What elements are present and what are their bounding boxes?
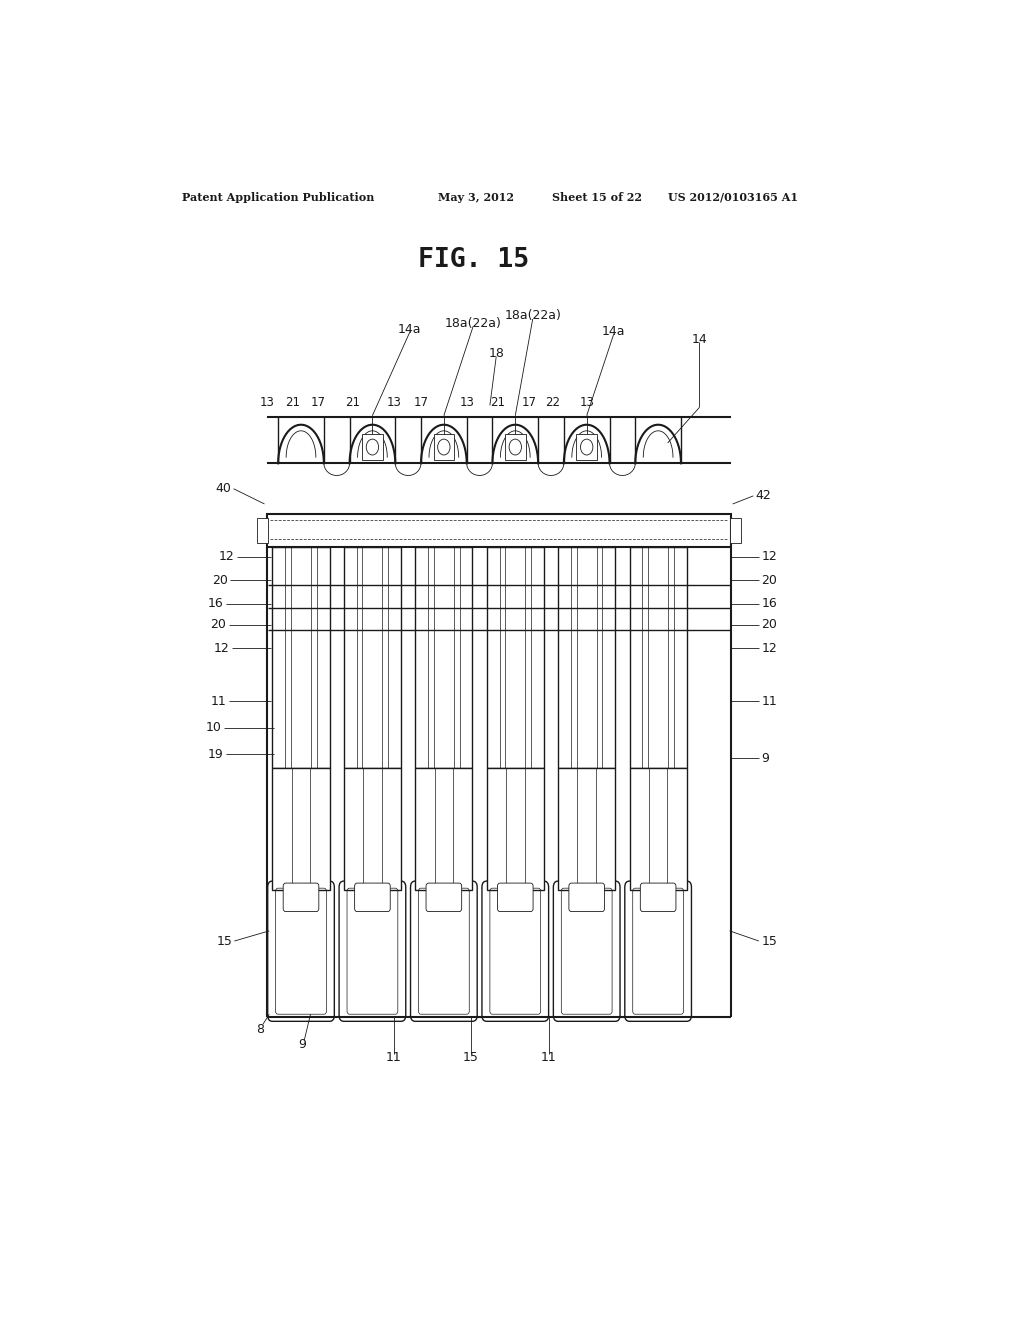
- Bar: [416, 546, 472, 768]
- Text: 15: 15: [463, 1052, 479, 1064]
- Text: 17: 17: [414, 396, 429, 409]
- Text: 20: 20: [212, 574, 228, 586]
- Text: 21: 21: [345, 396, 360, 409]
- Text: 10: 10: [206, 721, 221, 734]
- Text: 14a: 14a: [398, 322, 422, 335]
- Text: 11: 11: [761, 694, 777, 708]
- Text: 8: 8: [257, 1023, 264, 1036]
- Text: 16: 16: [208, 597, 223, 610]
- Text: 17: 17: [521, 396, 537, 409]
- Text: 11: 11: [211, 694, 226, 708]
- FancyBboxPatch shape: [284, 883, 318, 912]
- Bar: [433, 434, 455, 461]
- Text: 42: 42: [755, 490, 771, 503]
- Text: Patent Application Publication: Patent Application Publication: [182, 191, 375, 202]
- Text: 40: 40: [215, 482, 231, 495]
- Text: 13: 13: [386, 396, 401, 409]
- Text: 14: 14: [691, 333, 708, 346]
- Bar: [272, 768, 330, 890]
- Text: 14a: 14a: [602, 325, 626, 338]
- Text: 19: 19: [208, 747, 223, 760]
- Text: 13: 13: [580, 396, 594, 409]
- Text: 13: 13: [259, 396, 274, 409]
- FancyBboxPatch shape: [498, 883, 534, 912]
- Text: 21: 21: [286, 396, 301, 409]
- Bar: [486, 768, 544, 890]
- Text: May 3, 2012: May 3, 2012: [437, 191, 513, 202]
- Text: Sheet 15 of 22: Sheet 15 of 22: [552, 191, 642, 202]
- Text: 18a(22a): 18a(22a): [504, 309, 561, 322]
- FancyBboxPatch shape: [411, 880, 477, 1022]
- Text: 18a(22a): 18a(22a): [444, 317, 502, 330]
- Bar: [362, 434, 383, 461]
- FancyBboxPatch shape: [640, 883, 676, 912]
- Bar: [486, 546, 544, 768]
- Text: 17: 17: [311, 396, 326, 409]
- Text: 11: 11: [541, 1052, 556, 1064]
- Bar: [730, 519, 740, 543]
- Text: 12: 12: [218, 550, 234, 564]
- FancyBboxPatch shape: [482, 880, 549, 1022]
- Bar: [267, 513, 731, 546]
- Bar: [257, 519, 267, 543]
- Text: 15: 15: [761, 935, 777, 948]
- Bar: [344, 546, 401, 768]
- Bar: [505, 434, 525, 461]
- Bar: [630, 546, 687, 768]
- Text: 12: 12: [761, 642, 777, 655]
- Text: 12: 12: [761, 550, 777, 564]
- Text: 20: 20: [211, 619, 226, 631]
- FancyBboxPatch shape: [569, 883, 604, 912]
- FancyBboxPatch shape: [553, 880, 620, 1022]
- Text: 9: 9: [299, 1039, 306, 1051]
- Bar: [416, 768, 472, 890]
- Bar: [558, 768, 615, 890]
- Text: 20: 20: [761, 574, 777, 586]
- Text: 20: 20: [761, 619, 777, 631]
- Bar: [630, 768, 687, 890]
- Text: FIG. 15: FIG. 15: [418, 247, 528, 273]
- FancyBboxPatch shape: [354, 883, 390, 912]
- Text: 15: 15: [217, 935, 232, 948]
- FancyBboxPatch shape: [625, 880, 691, 1022]
- FancyBboxPatch shape: [267, 880, 334, 1022]
- FancyBboxPatch shape: [339, 880, 406, 1022]
- Text: 16: 16: [761, 597, 777, 610]
- Text: 21: 21: [490, 396, 505, 409]
- Bar: [577, 434, 597, 461]
- Text: 9: 9: [761, 751, 769, 764]
- Text: US 2012/0103165 A1: US 2012/0103165 A1: [668, 191, 798, 202]
- Text: 13: 13: [460, 396, 474, 409]
- FancyBboxPatch shape: [426, 883, 462, 912]
- Bar: [558, 546, 615, 768]
- Bar: [344, 768, 401, 890]
- Bar: [272, 546, 330, 768]
- Text: 12: 12: [214, 642, 229, 655]
- Text: 18: 18: [488, 347, 504, 360]
- Text: 22: 22: [545, 396, 560, 409]
- Text: 11: 11: [386, 1052, 401, 1064]
